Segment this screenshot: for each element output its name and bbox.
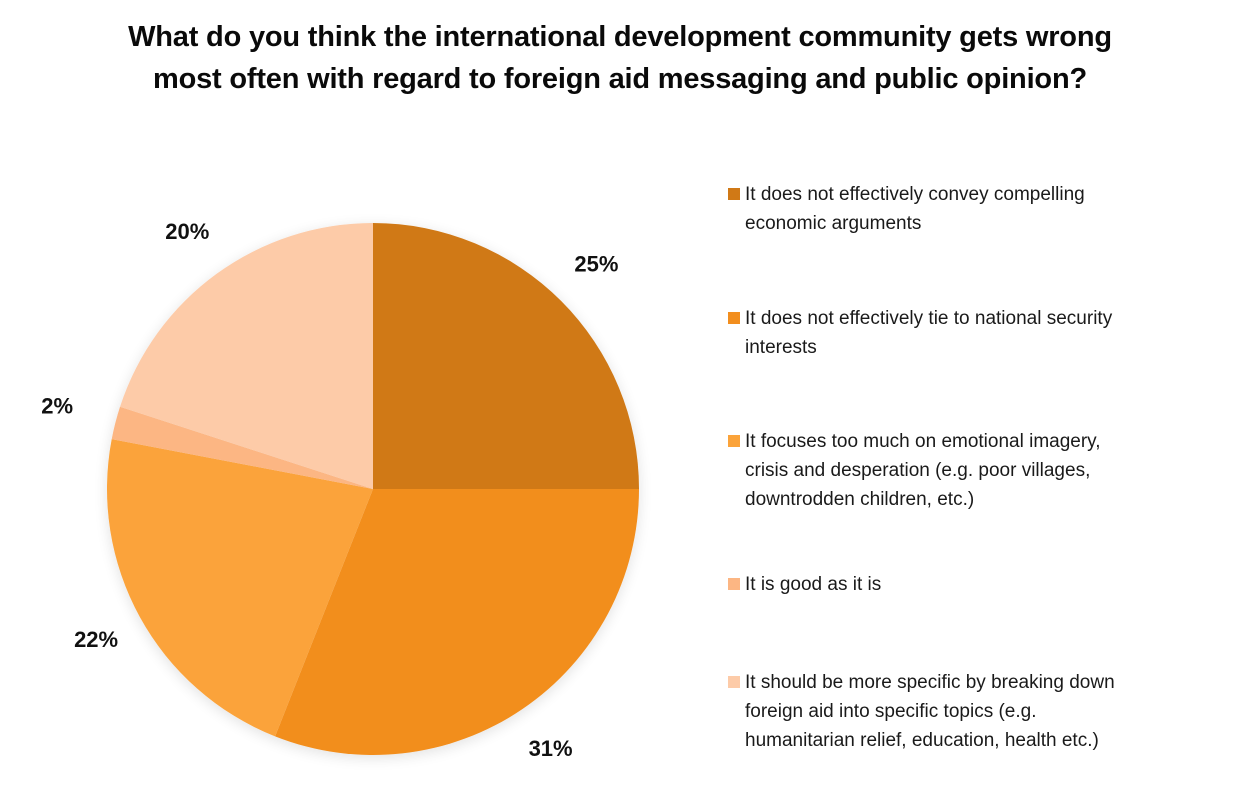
legend-label: interests: [745, 337, 817, 358]
legend-label: It does not effectively tie to national …: [745, 308, 1113, 329]
legend-label: It does not effectively convey compellin…: [745, 184, 1085, 205]
pie-slice: [120, 223, 374, 489]
legend-swatch: [728, 435, 740, 447]
legend-item: It should be more specific by breaking d…: [728, 668, 1198, 755]
chart-title-line-1: What do you think the international deve…: [128, 21, 1112, 53]
pie-data-label: 22%: [74, 627, 118, 652]
legend-swatch: [728, 676, 740, 688]
legend-swatch: [728, 578, 740, 590]
legend-swatch: [728, 312, 740, 324]
pie-slice: [111, 406, 374, 489]
pie-slice: [275, 489, 639, 755]
pie-slice: [106, 439, 373, 737]
pie-data-label: 2%: [41, 394, 73, 419]
pie-slice: [373, 223, 639, 489]
legend-item: It does not effectively convey compellin…: [728, 180, 1198, 238]
pie-data-label: 20%: [165, 219, 209, 244]
legend-item: It does not effectively tie to national …: [728, 304, 1198, 362]
pie-slices: [106, 223, 639, 755]
legend-swatch: [728, 188, 740, 200]
chart-title: What do you think the international deve…: [0, 16, 1240, 100]
legend-item: It is good as it is: [728, 570, 1198, 599]
legend-label: crisis and desperation (e.g. poor villag…: [745, 460, 1091, 481]
pie-data-labels: 25% 31% 22% 2% 20%: [41, 219, 618, 761]
pie-data-label: 25%: [574, 251, 618, 276]
legend-label: It should be more specific by breaking d…: [745, 672, 1115, 693]
legend-label: humanitarian relief, education, health e…: [745, 730, 1099, 751]
legend-item: It focuses too much on emotional imagery…: [728, 427, 1198, 514]
pie-data-label: 31%: [529, 736, 573, 761]
legend-label: It is good as it is: [745, 574, 882, 595]
chart-title-line-2: most often with regard to foreign aid me…: [153, 63, 1087, 95]
legend-label: It focuses too much on emotional imagery…: [745, 431, 1101, 452]
legend-label: economic arguments: [745, 213, 922, 234]
legend-label: foreign aid into specific topics (e.g.: [745, 701, 1037, 722]
legend-label: downtrodden children, etc.): [745, 489, 975, 510]
